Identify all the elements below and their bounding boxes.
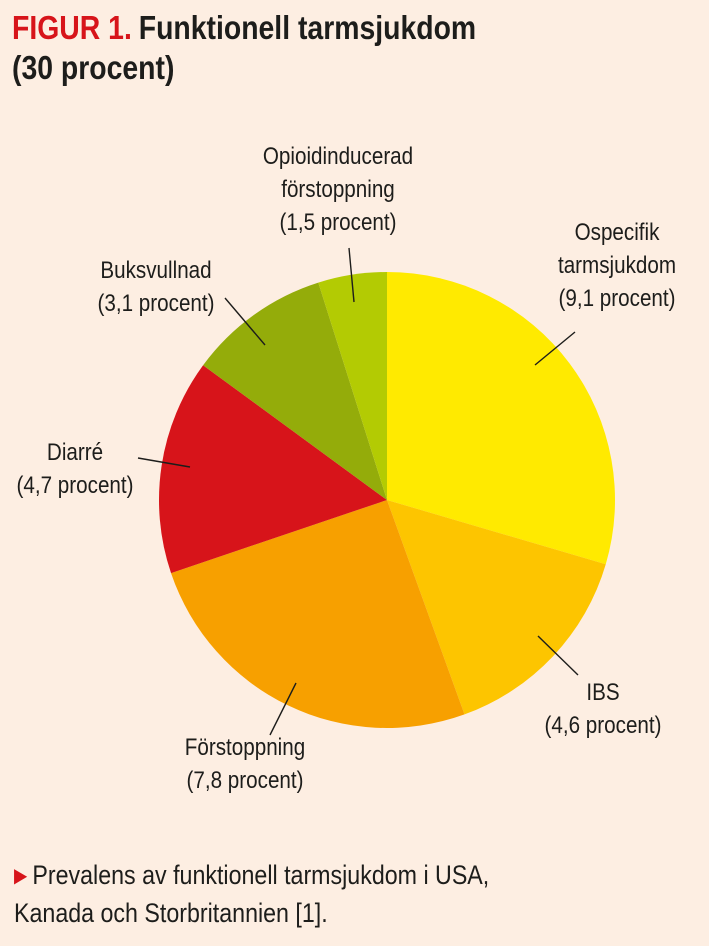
slice-label-3: Förstoppning (7,8 procent) xyxy=(185,734,305,794)
slice-label-line: Opioidinducerad xyxy=(263,143,413,170)
pie-slice-3 xyxy=(171,500,465,729)
slice-label-5: Buksvullnad (3,1 procent) xyxy=(98,257,215,317)
figure-label: FIGUR 1. xyxy=(12,9,132,46)
pie-slices xyxy=(159,272,615,729)
title-text: Funktionell tarmsjukdom xyxy=(138,9,477,46)
slice-label-line: Förstoppning xyxy=(185,734,305,761)
slice-label-4: Diarré (4,7 procent) xyxy=(17,439,134,499)
slice-label-line: (3,1 procent) xyxy=(98,290,215,317)
title-line-2: (30 procent) xyxy=(12,49,175,86)
figure-caption: ▶ Prevalens av funktionell tarmsjukdom i … xyxy=(14,858,616,931)
title-line-1: FIGUR 1. Funktionell tarmsjukdom xyxy=(12,8,597,48)
leader-line-6 xyxy=(348,247,355,303)
pie-slice-4 xyxy=(159,365,387,574)
figure-title: FIGUR 1. Funktionell tarmsjukdom (30 proc… xyxy=(12,8,597,88)
slice-label-line: (4,7 procent) xyxy=(17,472,134,499)
slice-label-1: Ospecifik tarmsjukdom (9,1 procent) xyxy=(558,219,676,312)
pie-slice-5 xyxy=(203,282,387,500)
pie-slice-1 xyxy=(387,272,615,565)
slice-label-line: förstoppning xyxy=(281,176,395,203)
leader-line-2 xyxy=(537,635,579,676)
slice-label-line: IBS xyxy=(586,679,619,706)
slice-label-line: (1,5 procent) xyxy=(280,209,397,236)
slice-label-2: IBS (4,6 procent) xyxy=(545,679,662,739)
slice-label-line: (4,6 procent) xyxy=(545,712,662,739)
caption-line-1: ▶ Prevalens av funktionell tarmsjukdom i … xyxy=(14,858,616,896)
leader-line-5 xyxy=(224,297,266,346)
slice-label-6: Opioidinducerad förstoppning (1,5 procent) xyxy=(263,143,413,236)
caption-marker-icon: ▶ xyxy=(14,865,28,887)
slice-label-line: tarmsjukdom xyxy=(558,252,676,279)
caption-text-1: Prevalens av funktionell tarmsjukdom i U… xyxy=(32,860,490,890)
leader-line-3 xyxy=(269,682,297,736)
slice-label-line: Diarré xyxy=(47,439,103,466)
slice-label-line: (9,1 procent) xyxy=(559,285,676,312)
caption-line-2: Kanada och Storbritannien [1]. xyxy=(14,898,328,928)
pie-slice-6 xyxy=(318,272,387,500)
leader-line-1 xyxy=(534,331,576,366)
pie-slice-2 xyxy=(387,500,606,715)
leader-line-4 xyxy=(137,457,191,468)
slice-label-line: (7,8 procent) xyxy=(187,767,304,794)
slice-label-line: Ospecifik xyxy=(575,219,661,246)
slice-label-line: Buksvullnad xyxy=(100,257,211,284)
